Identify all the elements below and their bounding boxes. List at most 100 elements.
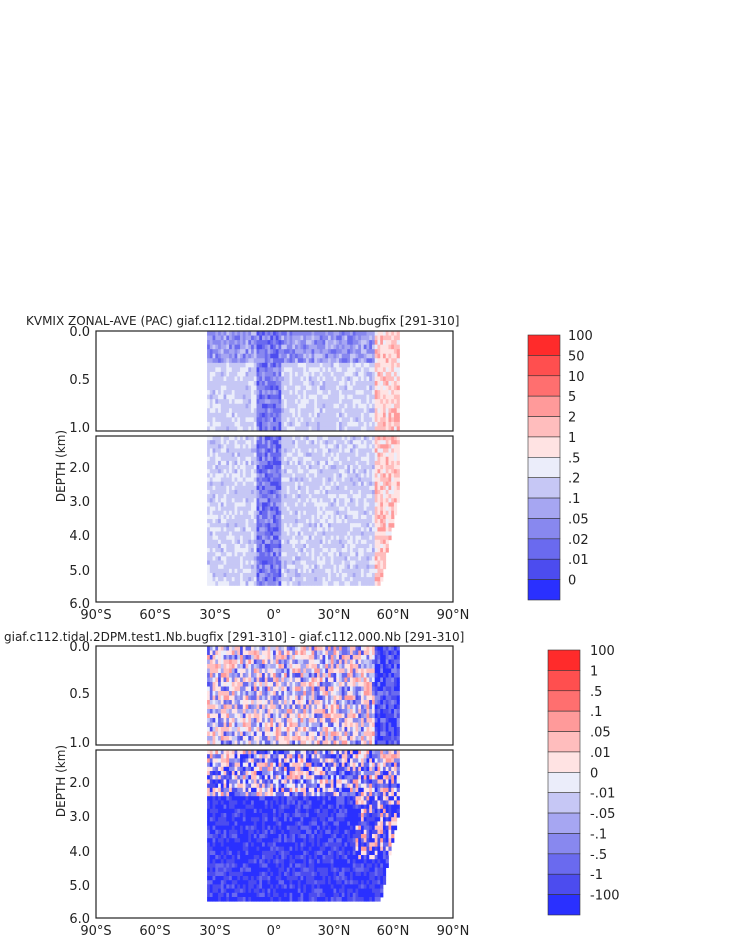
heatmap-cell [218, 709, 222, 714]
heatmap-cell [393, 498, 398, 503]
heatmap-cell [242, 358, 246, 364]
heatmap-cell [286, 385, 290, 391]
heatmap-cell [223, 650, 227, 656]
heatmap-cell [253, 650, 257, 656]
heatmap-cell [385, 335, 389, 341]
heatmap-cell [360, 399, 365, 405]
heatmap-cell [220, 376, 224, 382]
heatmap-cell [380, 331, 384, 336]
heatmap-cell [374, 531, 378, 536]
heatmap-cell [267, 731, 271, 737]
heatmap-cell [371, 385, 376, 391]
heatmap-cell [253, 581, 257, 586]
heatmap-cell [275, 523, 279, 528]
heatmap-cell [212, 421, 216, 427]
heatmap-cell [248, 523, 252, 528]
heatmap-cell [303, 358, 307, 364]
heatmap-cell [333, 412, 337, 418]
heatmap-cell [251, 477, 255, 483]
heatmap-cell [355, 514, 359, 520]
heatmap-cell [347, 358, 351, 364]
heatmap-cell [341, 331, 345, 336]
heatmap-cell [218, 686, 222, 692]
heatmap-cell [355, 358, 359, 364]
heatmap-cell [306, 572, 310, 578]
heatmap-cell [259, 581, 263, 586]
heatmap-cell [311, 485, 315, 491]
heatmap-cell [317, 523, 321, 528]
heatmap-cell [366, 510, 370, 516]
heatmap-cell [295, 481, 299, 487]
heatmap-cell [259, 394, 263, 400]
heatmap-cell [333, 344, 337, 350]
heatmap-cell [322, 444, 326, 449]
heatmap-cell [347, 577, 351, 582]
heatmap-cell [240, 539, 244, 545]
heatmap-cell [248, 722, 252, 728]
heatmap-cell [360, 572, 365, 578]
heatmap-cell [385, 421, 389, 427]
heatmap-cell [273, 399, 277, 405]
heatmap-cell [259, 473, 263, 478]
heatmap-cell [336, 552, 340, 557]
heatmap-cell [253, 727, 257, 732]
heatmap-cell [212, 494, 216, 499]
heatmap-cell [352, 426, 356, 431]
heatmap-cell [256, 539, 260, 545]
heatmap-cell [275, 535, 279, 541]
heatmap-cell [311, 552, 315, 557]
heatmap-cell [308, 548, 312, 553]
heatmap-cell [284, 340, 288, 346]
heatmap-cell [393, 485, 398, 491]
heatmap-cell [330, 510, 334, 516]
heatmap-cell [382, 417, 387, 423]
heatmap-cell [215, 394, 219, 400]
heatmap-cell [259, 344, 263, 350]
heatmap-cell [229, 527, 233, 532]
heatmap-cell [286, 673, 290, 678]
heatmap-cell [333, 548, 337, 553]
heatmap-cell [358, 444, 362, 449]
heatmap-cell [306, 581, 310, 586]
heatmap-cell [231, 552, 235, 557]
heatmap-cell [300, 358, 304, 364]
heatmap-cell [374, 498, 378, 503]
heatmap-cell [382, 358, 387, 364]
heatmap-cell [369, 381, 373, 386]
heatmap-cell [226, 331, 230, 336]
heatmap-cell [327, 519, 332, 524]
heatmap-cell [278, 527, 282, 532]
heatmap-cell [220, 358, 224, 364]
heatmap-cell [220, 331, 224, 336]
heatmap-cell [242, 713, 246, 719]
heatmap-cell [226, 514, 230, 520]
heatmap-cell [308, 376, 312, 382]
heatmap-cell [212, 344, 216, 350]
heatmap-cell [220, 543, 224, 549]
heatmap-cell [240, 552, 244, 557]
heatmap-cell [325, 408, 329, 414]
heatmap-cell [355, 376, 359, 382]
heatmap-cell [284, 523, 288, 528]
heatmap-cell [212, 399, 216, 405]
heatmap-cell [366, 335, 370, 341]
heatmap-cell [388, 376, 392, 382]
heatmap-cell [229, 568, 233, 574]
heatmap-cell [281, 376, 285, 382]
heatmap-cell [369, 353, 373, 359]
heatmap-cell [286, 519, 290, 524]
heatmap-cell [300, 736, 304, 741]
heatmap-cell [248, 489, 252, 495]
heatmap-cell [251, 713, 255, 719]
heatmap-cell [259, 539, 263, 545]
heatmap-cell [278, 572, 282, 578]
heatmap-cell [297, 502, 301, 507]
heatmap-cell [267, 709, 271, 714]
heatmap-cell [295, 564, 299, 570]
heatmap-cell [347, 421, 351, 427]
heatmap-cell [352, 564, 356, 570]
heatmap-cell [223, 727, 227, 732]
heatmap-cell [259, 677, 263, 683]
heatmap-cell [295, 664, 299, 669]
heatmap-cell [242, 465, 246, 470]
